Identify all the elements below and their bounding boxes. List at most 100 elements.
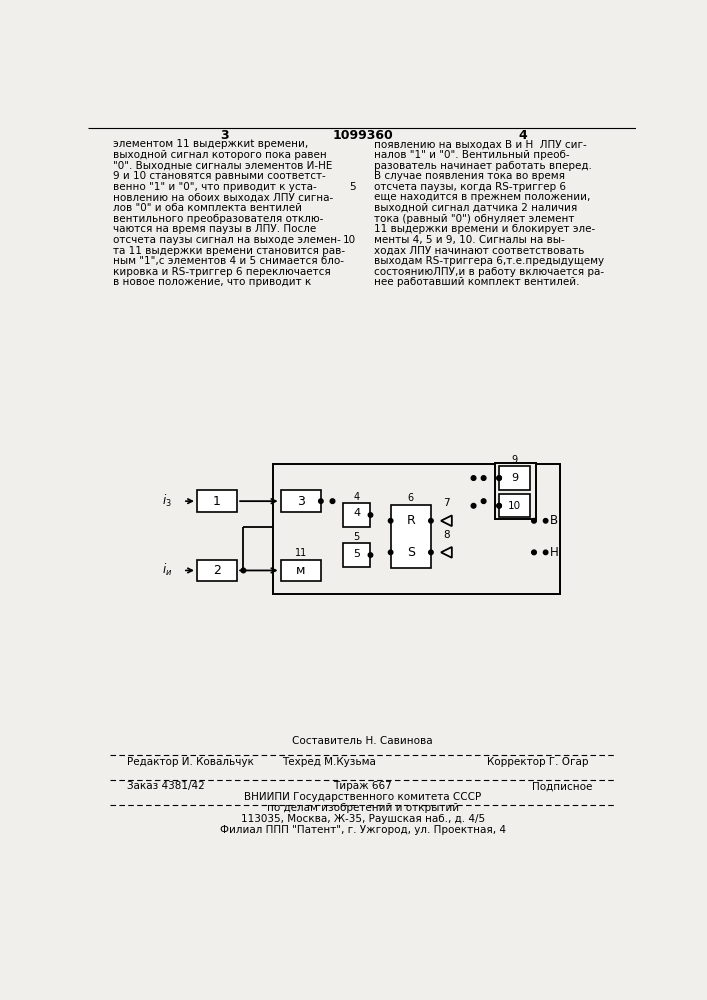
Text: Н: Н (550, 546, 559, 559)
Bar (499, 466, 530, 490)
Text: R: R (407, 514, 415, 527)
Circle shape (472, 503, 476, 508)
Text: 9: 9 (512, 455, 518, 465)
Circle shape (428, 519, 433, 523)
Text: по делам изобретений и открытий: по делам изобретений и открытий (267, 803, 459, 813)
Circle shape (241, 568, 246, 573)
Bar (499, 466, 530, 490)
Text: еще находится в прежнем положении,: еще находится в прежнем положении, (373, 192, 590, 202)
Text: 9 и 10 становятся равными соответст-: 9 и 10 становятся равными соответст- (113, 171, 326, 181)
Bar (343, 543, 370, 567)
Text: лов "0" и оба комплекта вентилей: лов "0" и оба комплекта вентилей (113, 203, 302, 213)
Circle shape (544, 550, 548, 555)
Text: выходной сигнал датчика 2 наличия: выходной сигнал датчика 2 наличия (373, 203, 577, 213)
Circle shape (497, 504, 501, 508)
Text: выходам RS-триггера 6,т.е.предыдущему: выходам RS-триггера 6,т.е.предыдущему (373, 256, 604, 266)
Text: В: В (550, 514, 559, 527)
Text: венно "1" и "0", что приводит к уста-: венно "1" и "0", что приводит к уста- (113, 182, 317, 192)
Text: элементом 11 выдержкиt времени,: элементом 11 выдержкиt времени, (113, 139, 308, 149)
Circle shape (428, 550, 433, 555)
Text: "0". Выходные сигналы элементов И-НЕ: "0". Выходные сигналы элементов И-НЕ (113, 161, 332, 171)
Text: состояниюЛПУ,и в работу включается ра-: состояниюЛПУ,и в работу включается ра- (373, 267, 604, 277)
Text: 8: 8 (443, 530, 450, 540)
Text: S: S (407, 546, 415, 559)
Text: ным "1",с элементов 4 и 5 снимается бло-: ным "1",с элементов 4 и 5 снимается бло- (113, 256, 344, 266)
Text: 7: 7 (443, 498, 450, 508)
Text: чаются на время паузы в ЛПУ. После: чаются на время паузы в ЛПУ. После (113, 224, 317, 234)
Text: м: м (296, 564, 305, 577)
Text: 4: 4 (353, 508, 360, 518)
Text: ходах ЛПУ начинают соответствовать: ходах ЛПУ начинают соответствовать (373, 246, 584, 256)
Bar (281, 560, 321, 581)
Text: Подписное: Подписное (532, 781, 592, 791)
Bar (499, 494, 530, 517)
Circle shape (368, 553, 373, 557)
Text: $i_и$: $i_и$ (162, 562, 173, 578)
Text: 1: 1 (213, 495, 221, 508)
Text: 113035, Москва, Ж-35, Раушская наб., д. 4/5: 113035, Москва, Ж-35, Раушская наб., д. … (240, 814, 485, 824)
Text: новлению на обоих выходах ЛПУ сигна-: новлению на обоих выходах ЛПУ сигна- (113, 192, 334, 202)
Circle shape (319, 499, 323, 503)
Circle shape (368, 513, 373, 517)
Text: менты 4, 5 и 9, 10. Сигналы на вы-: менты 4, 5 и 9, 10. Сигналы на вы- (373, 235, 564, 245)
Text: Редактор И. Ковальчук: Редактор И. Ковальчук (127, 757, 254, 767)
Text: отсчета паузы сигнал на выходе элемен-: отсчета паузы сигнал на выходе элемен- (113, 235, 341, 245)
Text: 3: 3 (297, 495, 305, 508)
Text: 11: 11 (295, 548, 307, 558)
Bar (273, 464, 559, 594)
Circle shape (544, 519, 548, 523)
Circle shape (481, 499, 486, 503)
Text: вентильного преобразователя отклю-: вентильного преобразователя отклю- (113, 214, 324, 224)
Text: та 11 выдержки времени становится рав-: та 11 выдержки времени становится рав- (113, 246, 345, 256)
Text: тока (равный "0") обнуляет элемент: тока (равный "0") обнуляет элемент (373, 214, 574, 224)
Text: 4: 4 (518, 129, 527, 142)
Text: в новое положение, что приводит к: в новое положение, что приводит к (113, 277, 311, 287)
Text: появлению на выходах В и Н  ЛПУ сиг-: появлению на выходах В и Н ЛПУ сиг- (373, 139, 586, 149)
Circle shape (532, 518, 537, 523)
Circle shape (388, 519, 393, 523)
Text: В случае появления тока во время: В случае появления тока во время (373, 171, 565, 181)
Circle shape (532, 550, 537, 555)
Circle shape (497, 476, 501, 480)
Text: Филиал ППП "Патент", г. Ужгород, ул. Проектная, 4: Филиал ППП "Патент", г. Ужгород, ул. Про… (220, 825, 506, 835)
Text: 5: 5 (349, 182, 356, 192)
Text: 4: 4 (354, 492, 360, 502)
Circle shape (330, 499, 335, 503)
Text: отсчета паузы, когда RS-триггер 6: отсчета паузы, когда RS-триггер 6 (373, 182, 566, 192)
Bar (197, 560, 237, 581)
Text: кировка и RS-триггер 6 переключается: кировка и RS-триггер 6 переключается (113, 267, 331, 277)
Bar (391, 505, 431, 568)
Text: 10: 10 (508, 483, 521, 493)
Bar (281, 490, 321, 512)
Text: 10: 10 (508, 501, 521, 511)
Text: 5: 5 (353, 549, 360, 559)
Text: 3: 3 (220, 129, 228, 142)
Text: налов "1" и "0". Вентильный преоб-: налов "1" и "0". Вентильный преоб- (373, 150, 569, 160)
Text: 9: 9 (511, 473, 518, 483)
Text: нее работавший комплект вентилей.: нее работавший комплект вентилей. (373, 277, 579, 287)
Text: 10: 10 (343, 235, 356, 245)
Text: 11 выдержки времени и блокирует эле-: 11 выдержки времени и блокирует эле- (373, 224, 595, 234)
Text: 5: 5 (354, 532, 360, 542)
Text: разователь начинает работать вперед.: разователь начинает работать вперед. (373, 161, 592, 171)
Text: Тираж 667: Тираж 667 (333, 781, 392, 791)
Text: Составитель Н. Савинова: Составитель Н. Савинова (293, 736, 433, 746)
Circle shape (388, 550, 393, 555)
Bar (197, 490, 237, 512)
Circle shape (472, 476, 476, 480)
Text: 10: 10 (508, 501, 521, 511)
Circle shape (497, 476, 501, 480)
Text: $i_3$: $i_3$ (162, 493, 172, 509)
Text: Корректор Г. Огар: Корректор Г. Огар (487, 757, 589, 767)
Bar (495, 463, 535, 519)
Text: ВНИИПИ Государственного комитета СССР: ВНИИПИ Государственного комитета СССР (244, 792, 481, 802)
Text: Заказ 4381/42: Заказ 4381/42 (127, 781, 205, 791)
Circle shape (497, 504, 501, 508)
Text: 6: 6 (408, 493, 414, 503)
Text: Техред М.Кузьма: Техред М.Кузьма (281, 757, 375, 767)
Bar (343, 503, 370, 527)
Text: выходной сигнал которого пока равен: выходной сигнал которого пока равен (113, 150, 327, 160)
Text: 1099360: 1099360 (332, 129, 393, 142)
Circle shape (481, 476, 486, 480)
Text: 2: 2 (213, 564, 221, 577)
